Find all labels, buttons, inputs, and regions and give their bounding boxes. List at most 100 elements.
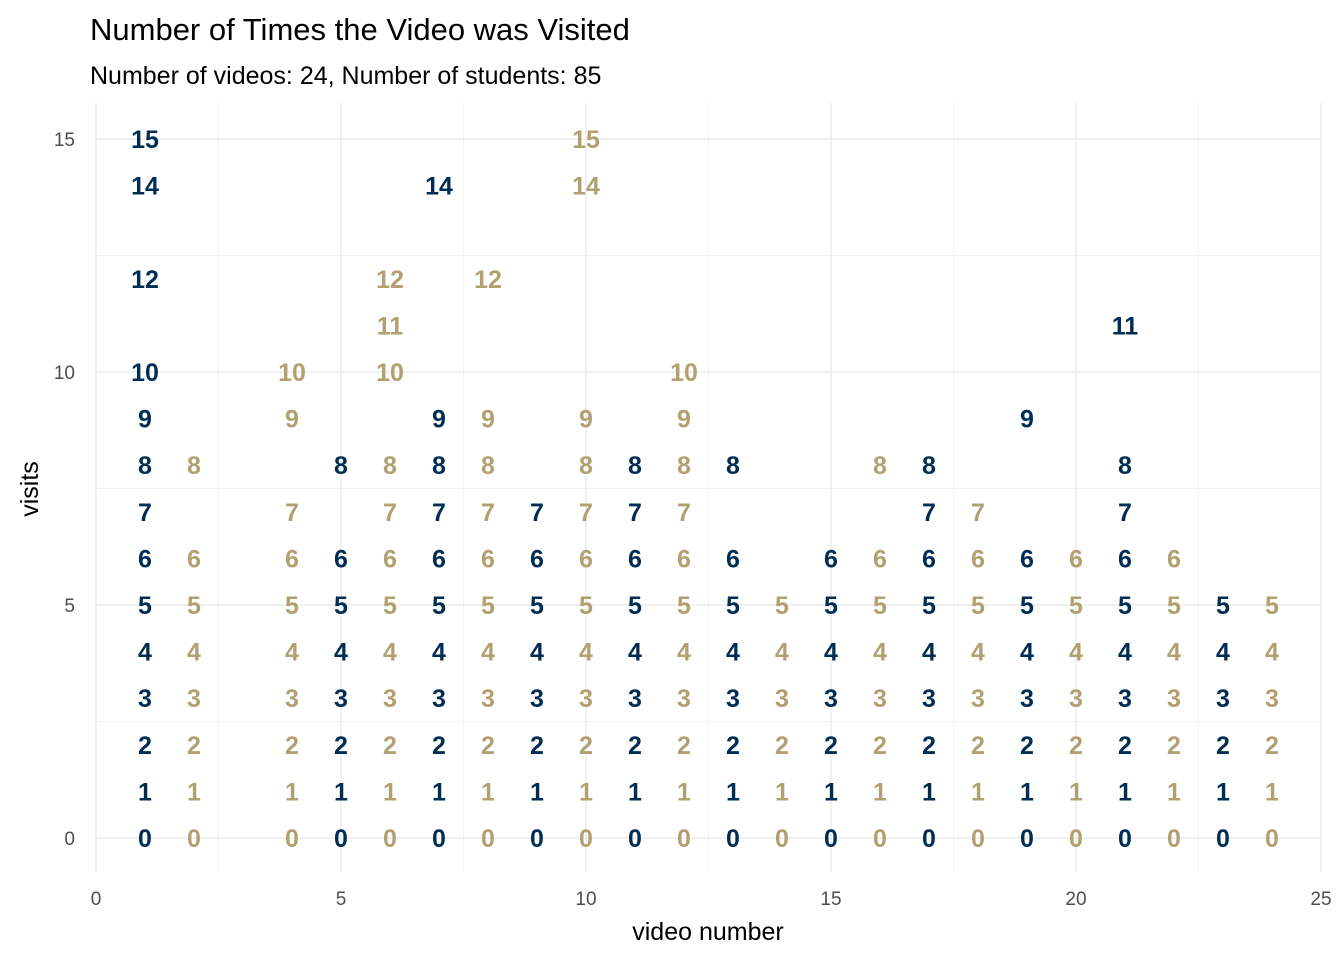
data-label: 1 bbox=[1020, 778, 1034, 806]
x-tick-label: 25 bbox=[1310, 889, 1331, 910]
data-label: 3 bbox=[677, 685, 691, 713]
data-label: 2 bbox=[775, 732, 789, 760]
data-label: 8 bbox=[383, 452, 397, 480]
data-label: 3 bbox=[628, 685, 642, 713]
data-label: 5 bbox=[1167, 592, 1181, 620]
data-label: 2 bbox=[1216, 732, 1230, 760]
data-label: 2 bbox=[824, 732, 838, 760]
data-marks: 0123456789101214150123456801234567910012… bbox=[131, 126, 1279, 853]
data-label: 6 bbox=[1020, 545, 1034, 573]
x-axis-ticks: 0 5 10 15 20 25 bbox=[91, 889, 1332, 910]
data-label: 7 bbox=[628, 499, 642, 527]
data-label: 3 bbox=[285, 685, 299, 713]
data-label: 5 bbox=[579, 592, 593, 620]
data-label: 4 bbox=[1216, 639, 1230, 667]
data-label: 4 bbox=[1167, 639, 1181, 667]
data-label: 8 bbox=[628, 452, 642, 480]
data-label: 5 bbox=[1265, 592, 1279, 620]
data-label: 14 bbox=[131, 173, 159, 201]
data-label: 5 bbox=[775, 592, 789, 620]
data-label: 3 bbox=[1216, 685, 1230, 713]
data-label: 2 bbox=[481, 732, 495, 760]
data-label: 6 bbox=[138, 545, 152, 573]
data-label: 4 bbox=[187, 639, 201, 667]
data-label: 2 bbox=[1118, 732, 1132, 760]
data-label: 2 bbox=[187, 732, 201, 760]
data-label: 1 bbox=[824, 778, 838, 806]
data-label: 2 bbox=[138, 732, 152, 760]
data-label: 9 bbox=[1020, 406, 1034, 434]
data-label: 4 bbox=[1069, 639, 1083, 667]
data-label: 7 bbox=[138, 499, 152, 527]
data-label: 3 bbox=[579, 685, 593, 713]
data-label: 9 bbox=[677, 406, 691, 434]
data-label: 6 bbox=[383, 545, 397, 573]
data-label: 3 bbox=[1167, 685, 1181, 713]
data-label: 1 bbox=[1265, 778, 1279, 806]
grid bbox=[95, 103, 1322, 872]
data-label: 7 bbox=[383, 499, 397, 527]
x-tick-label: 10 bbox=[575, 889, 596, 910]
data-label: 2 bbox=[285, 732, 299, 760]
data-label: 1 bbox=[481, 778, 495, 806]
data-label: 5 bbox=[334, 592, 348, 620]
data-label: 0 bbox=[873, 825, 887, 853]
data-label: 0 bbox=[971, 825, 985, 853]
data-label: 2 bbox=[677, 732, 691, 760]
x-tick-label: 15 bbox=[820, 889, 841, 910]
data-label: 5 bbox=[481, 592, 495, 620]
data-label: 3 bbox=[187, 685, 201, 713]
data-label: 3 bbox=[334, 685, 348, 713]
data-label: 1 bbox=[138, 778, 152, 806]
data-label: 9 bbox=[432, 406, 446, 434]
data-label: 8 bbox=[1118, 452, 1132, 480]
data-label: 5 bbox=[824, 592, 838, 620]
data-label: 3 bbox=[775, 685, 789, 713]
data-label: 1 bbox=[1167, 778, 1181, 806]
data-label: 1 bbox=[726, 778, 740, 806]
data-label: 5 bbox=[1216, 592, 1230, 620]
chart-title: Number of Times the Video was Visited bbox=[90, 12, 630, 47]
data-label: 15 bbox=[572, 126, 600, 154]
data-label: 1 bbox=[971, 778, 985, 806]
data-label: 5 bbox=[971, 592, 985, 620]
data-label: 7 bbox=[971, 499, 985, 527]
data-label: 9 bbox=[138, 406, 152, 434]
data-label: 1 bbox=[1118, 778, 1132, 806]
data-label: 8 bbox=[726, 452, 740, 480]
data-label: 3 bbox=[1069, 685, 1083, 713]
data-label: 2 bbox=[726, 732, 740, 760]
data-label: 2 bbox=[579, 732, 593, 760]
data-label: 2 bbox=[628, 732, 642, 760]
data-label: 0 bbox=[334, 825, 348, 853]
data-label: 11 bbox=[1112, 312, 1139, 340]
data-label: 8 bbox=[481, 452, 495, 480]
data-label: 5 bbox=[138, 592, 152, 620]
data-label: 5 bbox=[726, 592, 740, 620]
data-label: 12 bbox=[376, 266, 404, 294]
data-label: 6 bbox=[922, 545, 936, 573]
data-label: 0 bbox=[922, 825, 936, 853]
data-label: 0 bbox=[1216, 825, 1230, 853]
data-label: 4 bbox=[824, 639, 838, 667]
data-label: 6 bbox=[1167, 545, 1181, 573]
data-label: 8 bbox=[579, 452, 593, 480]
data-label: 8 bbox=[922, 452, 936, 480]
data-label: 1 bbox=[873, 778, 887, 806]
data-label: 8 bbox=[138, 452, 152, 480]
data-label: 6 bbox=[677, 545, 691, 573]
data-label: 0 bbox=[824, 825, 838, 853]
data-label: 2 bbox=[530, 732, 544, 760]
data-label: 11 bbox=[377, 312, 404, 340]
data-label: 6 bbox=[334, 545, 348, 573]
data-label: 3 bbox=[432, 685, 446, 713]
data-label: 6 bbox=[873, 545, 887, 573]
data-label: 0 bbox=[530, 825, 544, 853]
data-label: 4 bbox=[383, 639, 397, 667]
data-label: 7 bbox=[530, 499, 544, 527]
data-label: 3 bbox=[824, 685, 838, 713]
data-label: 9 bbox=[481, 406, 495, 434]
data-label: 12 bbox=[474, 266, 502, 294]
data-label: 4 bbox=[1265, 639, 1279, 667]
data-label: 2 bbox=[334, 732, 348, 760]
